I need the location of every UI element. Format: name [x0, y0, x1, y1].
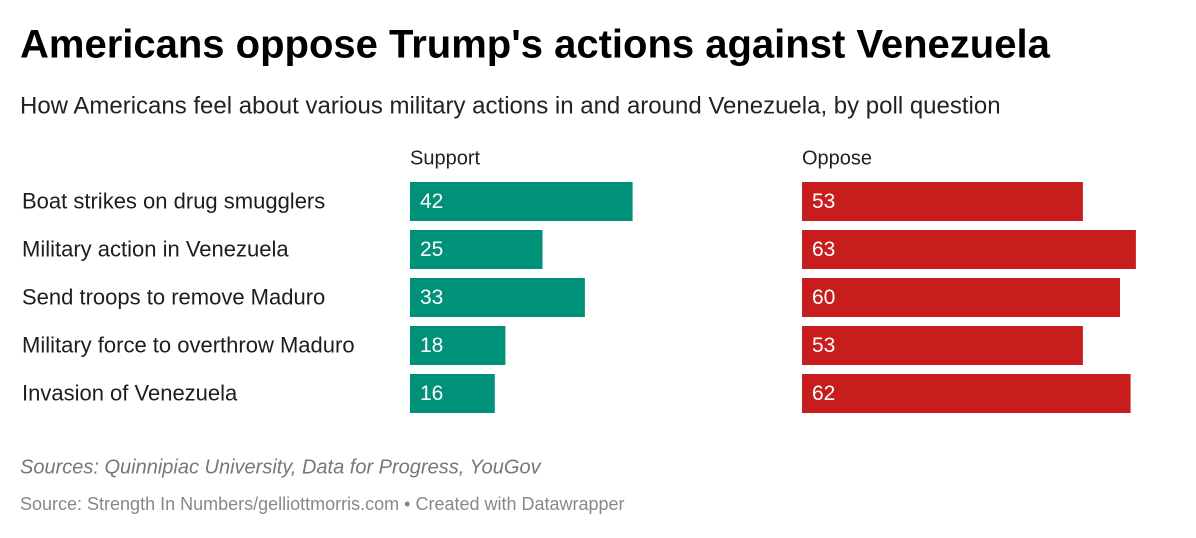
chart-subtitle: How Americans feel about various militar… [20, 92, 1001, 119]
bar [802, 182, 1083, 221]
value-label: 53 [812, 334, 835, 357]
category-label: Invasion of Venezuela [22, 380, 238, 405]
bar [410, 278, 585, 317]
bar [802, 230, 1136, 269]
value-label: 16 [420, 382, 443, 405]
bar [802, 278, 1120, 317]
bar [802, 374, 1131, 413]
value-label: 18 [420, 334, 443, 357]
bar [802, 326, 1083, 365]
value-label: 63 [812, 238, 835, 261]
category-label: Boat strikes on drug smugglers [22, 188, 325, 213]
bar [410, 374, 495, 413]
bar [410, 230, 543, 269]
value-label: 42 [420, 190, 443, 213]
column-header: Oppose [802, 147, 872, 169]
value-label: 60 [812, 286, 835, 309]
value-label: 25 [420, 238, 443, 261]
bar [410, 326, 506, 365]
source: Source: Strength In Numbers/gelliottmorr… [20, 494, 625, 514]
chart-title: Americans oppose Trump's actions against… [20, 23, 1051, 67]
value-label: 62 [812, 382, 835, 405]
column-header: Support [410, 147, 480, 169]
category-label: Military force to overthrow Maduro [22, 332, 355, 357]
value-label: 33 [420, 286, 443, 309]
category-label: Send troops to remove Maduro [22, 284, 325, 309]
notes: Sources: Quinnipiac University, Data for… [20, 456, 542, 478]
bar [410, 182, 633, 221]
value-label: 53 [812, 190, 835, 213]
category-label: Military action in Venezuela [22, 236, 289, 261]
